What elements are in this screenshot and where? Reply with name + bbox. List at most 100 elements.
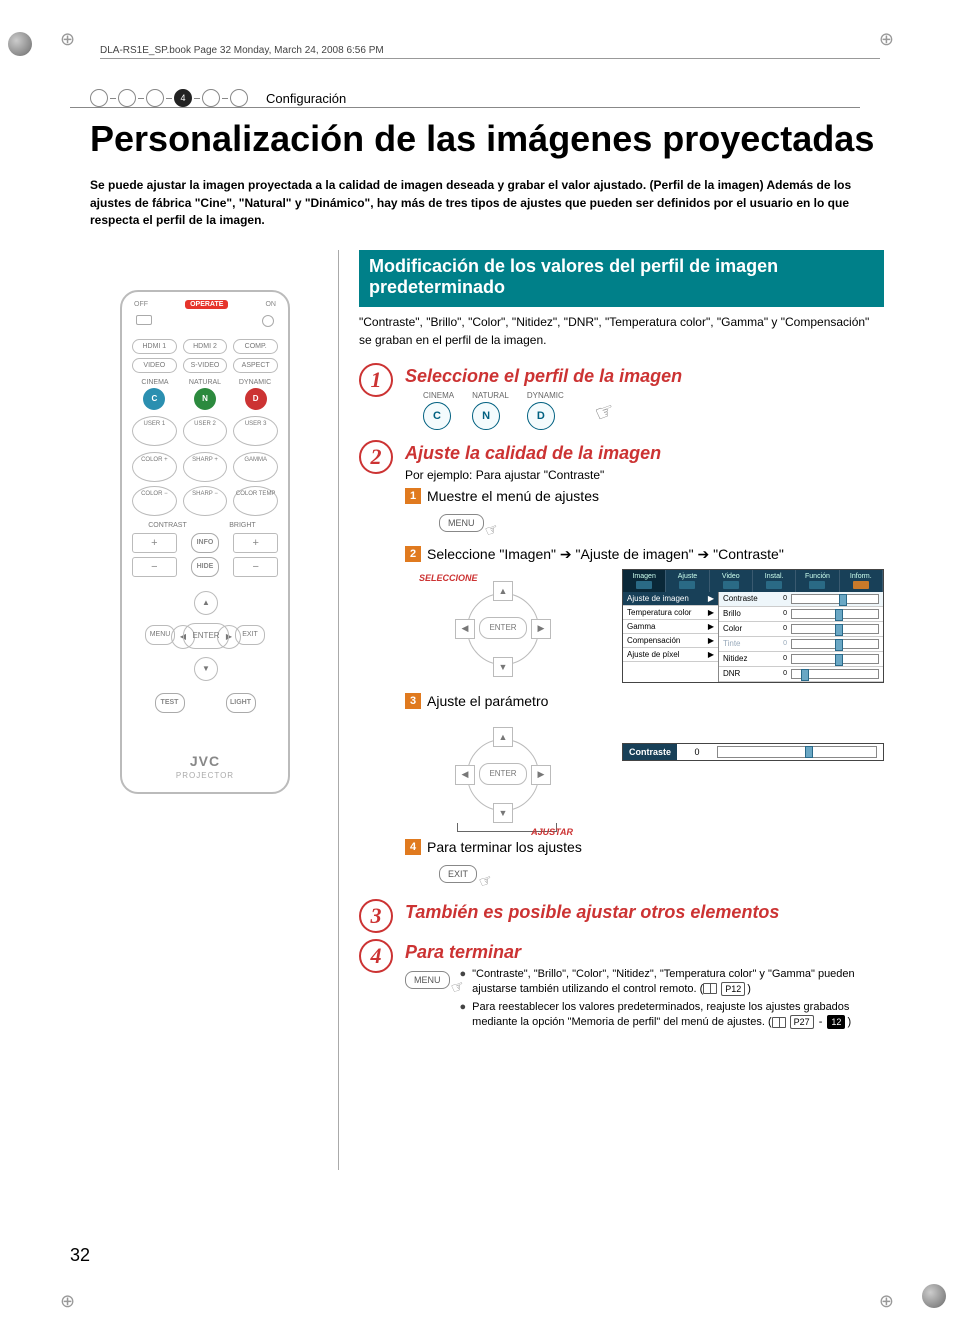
substep-1-text: Muestre el menú de ajustes — [427, 488, 599, 504]
gamma-button[interactable]: GAMMA — [233, 452, 278, 482]
dynamic-button[interactable]: D — [245, 388, 267, 410]
menu-param-row[interactable]: Tinte0 — [719, 637, 883, 652]
colortemp-button[interactable]: COLOR TEMP — [233, 486, 278, 516]
step-2-title: Ajuste la calidad de la imagen — [405, 443, 884, 464]
dpad-up-icon: ▲ — [493, 581, 513, 601]
dpad-up-icon: ▲ — [493, 727, 513, 747]
natural-label: NATURAL — [180, 379, 230, 386]
sharp-minus-button[interactable]: SHARP − — [183, 486, 228, 516]
color-plus-button[interactable]: COLOR + — [132, 452, 177, 482]
print-mark-tl — [8, 32, 32, 56]
power-on-button[interactable] — [262, 315, 274, 327]
hdmi2-button[interactable]: HDMI 2 — [183, 339, 228, 354]
section-banner: Modificación de los valores del perfil d… — [359, 250, 884, 307]
step-1-title: Seleccione el perfil de la imagen — [405, 366, 884, 387]
cinema-button[interactable]: C — [143, 388, 165, 410]
section-desc: "Contraste", "Brillo", "Color", "Nitidez… — [359, 313, 884, 349]
crop-mark-icon: ⊕ — [879, 1292, 894, 1310]
note-1: ● "Contraste", "Brillo", "Color", "Nitid… — [460, 967, 885, 997]
menu-tab-ajuste[interactable]: Ajuste — [666, 570, 709, 592]
menu-tab-funcion[interactable]: Función — [796, 570, 839, 592]
dynamic-label: DYNAMIC — [230, 379, 280, 386]
contrast-minus-button[interactable]: − — [132, 557, 177, 577]
substep-3-text: Ajuste el parámetro — [427, 693, 548, 709]
menu-tab-instal[interactable]: Instal. — [753, 570, 796, 592]
dpad-enter-label: ENTER — [479, 617, 527, 639]
dpad-up-button[interactable]: ▲ — [194, 591, 218, 615]
hand-cursor-icon: ☞ — [482, 519, 501, 541]
step-4-title: Para terminar — [405, 942, 884, 963]
projector-label: PROJECTOR — [130, 771, 280, 780]
step-4-badge: 4 — [359, 939, 393, 973]
substep-4-text: Para terminar los ajustes — [427, 839, 582, 855]
substep-1-badge: 1 — [405, 488, 421, 504]
book-header: DLA-RS1E_SP.book Page 32 Monday, March 2… — [100, 45, 880, 59]
menu-param-row[interactable]: Nitidez0 — [719, 652, 883, 667]
menu-tab-inform[interactable]: Inform. — [840, 570, 883, 592]
menu-mini-button[interactable]: MENU☞ — [439, 514, 484, 532]
svideo-button[interactable]: S-VIDEO — [183, 358, 228, 373]
dpad-enter-label: ENTER — [479, 763, 527, 785]
video-button[interactable]: VIDEO — [132, 358, 177, 373]
menu-item-compensacion[interactable]: Compensación▶ — [623, 634, 718, 648]
contrast-label: CONTRAST — [130, 522, 205, 529]
menu-param-row[interactable]: Brillo0 — [719, 607, 883, 622]
book-icon — [772, 1017, 786, 1028]
exit-mini-button[interactable]: EXIT☞ — [439, 865, 477, 883]
dpad-right-icon: ▶ — [531, 765, 551, 785]
aspect-button[interactable]: ASPECT — [233, 358, 278, 373]
user1-button[interactable]: USER 1 — [132, 416, 177, 446]
substep-3-badge: 3 — [405, 693, 421, 709]
contraste-bar-slider[interactable] — [717, 746, 877, 758]
note-2: ● Para reestablecer los valores predeter… — [460, 1000, 885, 1030]
menu-item-gamma[interactable]: Gamma▶ — [623, 620, 718, 634]
light-button[interactable]: LIGHT — [226, 693, 256, 713]
color-minus-button[interactable]: COLOR − — [132, 486, 177, 516]
info-button[interactable]: INFO — [191, 533, 219, 553]
osd-menu-table: Imagen Ajuste Video Instal. Función Info… — [622, 569, 884, 683]
menu-tab-video[interactable]: Video — [710, 570, 753, 592]
dpad-down-icon: ▼ — [493, 657, 513, 677]
dynamic-mini-button[interactable]: D — [527, 402, 555, 430]
contrast-plus-button[interactable]: + — [132, 533, 177, 553]
step-3-badge: 3 — [359, 899, 393, 933]
menu-mini-button-2[interactable]: MENU☞ — [405, 971, 450, 989]
remote-operate-label: OPERATE — [185, 300, 228, 309]
menu-item-ajuste-pixel[interactable]: Ajuste de píxel▶ — [623, 648, 718, 662]
menu-tab-imagen[interactable]: Imagen — [623, 570, 666, 592]
natural-button[interactable]: N — [194, 388, 216, 410]
menu-param-row[interactable]: Contraste0 — [719, 592, 883, 607]
hide-button[interactable]: HIDE — [191, 557, 219, 577]
enter-button[interactable]: ENTER — [183, 623, 229, 649]
user3-button[interactable]: USER 3 — [233, 416, 278, 446]
print-mark-br — [922, 1284, 946, 1308]
natural-mini-button[interactable]: N — [472, 402, 500, 430]
select-caption: SELECCIONE — [419, 573, 478, 583]
comp-button[interactable]: COMP. — [233, 339, 278, 354]
bright-minus-button[interactable]: − — [233, 557, 278, 577]
menu-item-temp-color[interactable]: Temperatura color▶ — [623, 606, 718, 620]
dpad-select-diagram: SELECCIONE ▲ ▼ ◀ ▶ ENTER — [427, 573, 567, 683]
substep-4-badge: 4 — [405, 839, 421, 855]
intro-text: Se puede ajustar la imagen proyectada a … — [90, 177, 870, 229]
menu-param-row[interactable]: Color0 — [719, 622, 883, 637]
menu-item-ajuste-imagen[interactable]: Ajuste de imagen▶ — [623, 592, 718, 606]
remote-illustration: OFF OPERATE ON HDMI 1 HDMI 2 COMP. VIDEO… — [120, 290, 290, 794]
crop-mark-icon: ⊕ — [60, 1292, 75, 1310]
step-2-sub: Por ejemplo: Para ajustar "Contraste" — [405, 468, 884, 482]
test-button[interactable]: TEST — [155, 693, 185, 713]
remote-off-label: OFF — [134, 301, 148, 308]
dpad-down-button[interactable]: ▼ — [194, 657, 218, 681]
hdmi1-button[interactable]: HDMI 1 — [132, 339, 177, 354]
user2-button[interactable]: USER 2 — [183, 416, 228, 446]
menu-param-row[interactable]: DNR0 — [719, 667, 883, 682]
cinema-mini-label: CINEMA — [423, 391, 454, 400]
dpad-left-icon: ◀ — [455, 619, 475, 639]
adjust-caption: AJUSTAR — [531, 827, 573, 837]
contraste-slider-bar: Contraste 0 — [622, 743, 884, 761]
cinema-mini-button[interactable]: C — [423, 402, 451, 430]
substep-2-badge: 2 — [405, 546, 421, 562]
bright-plus-button[interactable]: + — [233, 533, 278, 553]
power-off-button[interactable] — [136, 315, 152, 325]
sharp-plus-button[interactable]: SHARP + — [183, 452, 228, 482]
